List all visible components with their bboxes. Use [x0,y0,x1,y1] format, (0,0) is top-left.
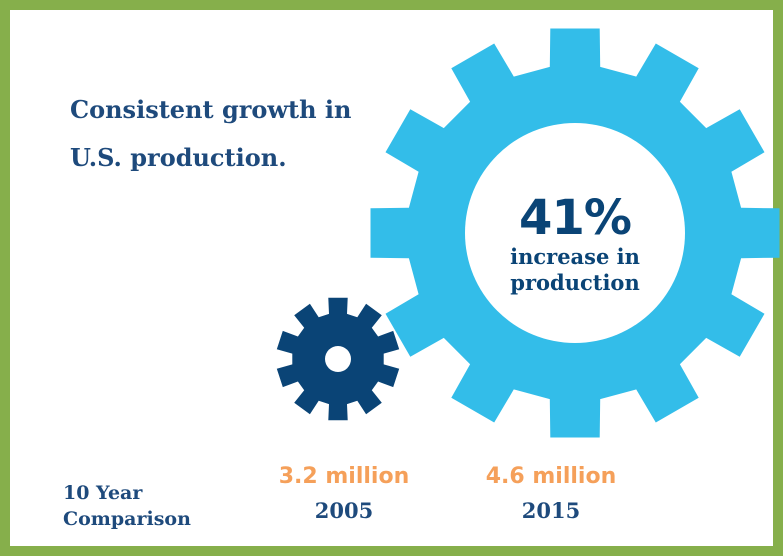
large-gear-icon [370,28,780,438]
stat-year: 2015 [521,498,581,523]
headline-line-2: U.S. production. [70,143,287,172]
comparison-line-1: 10 Year [63,482,143,504]
stat-2015: 4.6 million 2015 [451,462,651,526]
stat-2005: 3.2 million 2005 [244,462,444,526]
stat-value: 4.6 million [485,464,617,489]
increase-percent: 41% [519,190,632,246]
gear-center-text: 41% increase in production [475,192,675,296]
small-gear-icon [276,297,400,421]
headline-line-1: Consistent growth in [70,95,352,124]
comparison-label: 10 Year Comparison [63,480,191,532]
stat-year: 2005 [314,498,374,523]
caption-line-1: increase in [510,244,640,269]
stat-value: 3.2 million [278,464,410,489]
small-gear-hole [325,346,351,372]
large-gear-hub [465,123,685,343]
headline: Consistent growth in U.S. production. [70,86,352,182]
comparison-line-2: Comparison [63,508,191,530]
caption-line-2: production [510,270,640,295]
